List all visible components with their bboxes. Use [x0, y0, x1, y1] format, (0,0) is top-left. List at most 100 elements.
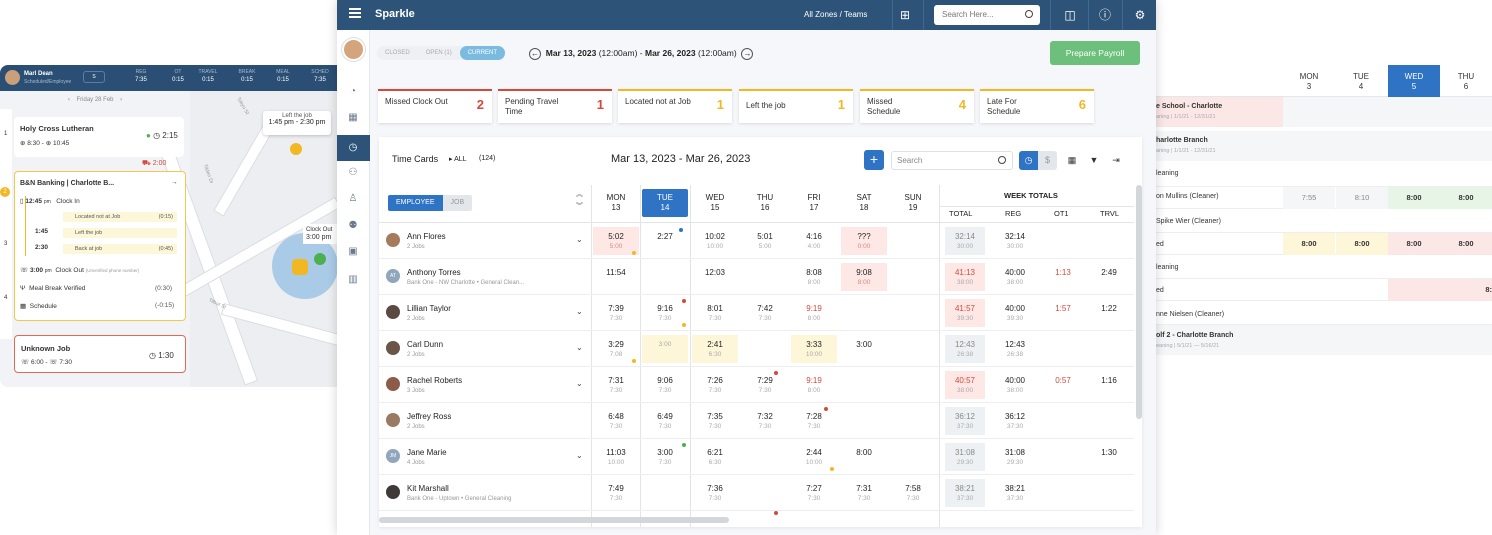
day-header-mon[interactable]: MON 13: [606, 193, 626, 212]
timecard-cell[interactable]: 7:39 7:30: [608, 304, 624, 322]
timecard-cell[interactable]: 7:26 7:30: [707, 376, 723, 394]
day-selector[interactable]: ‹ Friday 28 Feb ›: [0, 91, 190, 109]
timecard-cell[interactable]: 2:27: [657, 232, 673, 241]
calendar-icon[interactable]: ▦: [348, 112, 358, 123]
add-timecard-button[interactable]: +: [864, 150, 884, 170]
day-header-tue[interactable]: TUE 14: [642, 189, 688, 217]
timecard-cell[interactable]: 3:00: [642, 335, 688, 363]
timecard-cell[interactable]: 8:01 7:30: [707, 304, 723, 322]
timecard-cell[interactable]: [841, 407, 887, 435]
alert-tile[interactable]: Pending Travel Time 1: [498, 89, 612, 123]
timecard-cell[interactable]: [742, 479, 788, 507]
help-icon[interactable]: ⓘ: [1098, 8, 1111, 22]
vertical-scrollbar[interactable]: [1136, 185, 1142, 419]
clock-out-pin-icon[interactable]: [314, 253, 326, 265]
timecard-cell[interactable]: 12:03: [704, 268, 726, 277]
avatar[interactable]: [342, 38, 365, 61]
employee-row[interactable]: Jeffrey Ross 2 Jobs 6:48 7:30 6:49 7:30 7:35 7:…: [379, 403, 1134, 439]
timecard-cell[interactable]: 5:01 5:00: [757, 232, 773, 250]
day-header-today[interactable]: WED 5: [1388, 65, 1440, 97]
timecard-cell[interactable]: [642, 479, 688, 507]
schedule-row[interactable]: leaning: [1156, 165, 1492, 187]
employee-name[interactable]: Ann Flores: [407, 232, 446, 241]
timecard-cell[interactable]: 7:58 7:30: [905, 484, 921, 502]
employee-name[interactable]: Rachel Roberts: [407, 376, 463, 385]
timecard-cell[interactable]: 6:49 7:30: [657, 412, 673, 430]
timecard-cell[interactable]: 3:00 7:30: [657, 448, 673, 466]
user-icon[interactable]: ♙: [348, 193, 358, 204]
timecard-cell[interactable]: ??? 0:00: [841, 227, 887, 255]
day-header-sun[interactable]: SUN 19: [904, 193, 922, 212]
schedule-row[interactable]: on Mullins (Cleaner) 7:55 8:10 8:00 8:00: [1156, 187, 1492, 209]
timecard-cell[interactable]: 7:28 7:30: [806, 412, 822, 430]
timecard-cell[interactable]: 7:32 7:30: [757, 412, 773, 430]
alert-tile[interactable]: Left the job 1: [739, 89, 853, 123]
timecard-cell[interactable]: [890, 443, 936, 471]
timecard-cell[interactable]: 2:41 6:30: [692, 335, 738, 363]
timecard-cell[interactable]: 7:49 7:30: [608, 484, 624, 502]
timecard-cell[interactable]: 7:31 7:30: [608, 376, 624, 394]
day-header[interactable]: MON 3: [1299, 72, 1319, 91]
timecard-cell[interactable]: 4:16 4:00: [806, 232, 822, 250]
employee-name[interactable]: Kit Marshall: [407, 484, 449, 493]
users-icon[interactable]: ⚉: [348, 220, 358, 231]
timecard-cell[interactable]: 6:48 7:30: [608, 412, 624, 430]
building-pin-icon[interactable]: [292, 259, 308, 275]
timecard-cell[interactable]: 8:08 8:00: [806, 268, 822, 286]
timecard-cell[interactable]: [841, 299, 887, 327]
chevron-down-icon[interactable]: ⌄: [576, 307, 583, 316]
employee-name[interactable]: Lillian Taylor: [407, 304, 451, 313]
horizontal-scrollbar[interactable]: [379, 517, 729, 523]
toggle-employee[interactable]: EMPLOYEE: [388, 195, 443, 211]
add-icon[interactable]: ⊞: [899, 8, 911, 22]
schedule-row[interactable]: ed 8:00 8:00 8:00 8:00: [1156, 233, 1492, 255]
timecard-cell[interactable]: 7:31 7:30: [856, 484, 872, 502]
job-card[interactable]: Holy Cross Lutheran ⊕ 8:30 - ⊕ 10:45 ● ◷…: [14, 117, 184, 157]
employee-name[interactable]: Jeffrey Ross: [407, 412, 452, 421]
timecard-cell[interactable]: [841, 371, 887, 399]
timecard-cell[interactable]: 3:29 7:08: [608, 340, 624, 358]
view-toggle[interactable]: ◷ $: [1019, 151, 1057, 170]
clock-view-icon[interactable]: ◷: [1019, 151, 1038, 170]
timecard-cell[interactable]: 11:03 10:00: [606, 448, 626, 466]
timecard-cell[interactable]: 7:35 7:30: [707, 412, 723, 430]
chevron-down-icon[interactable]: ⌄: [576, 343, 583, 352]
timecard-cell[interactable]: 7:29 7:30: [757, 376, 773, 394]
timecard-cell[interactable]: 7:27 7:30: [806, 484, 822, 502]
prev-day-icon[interactable]: ‹: [67, 97, 77, 103]
timecard-cell[interactable]: [642, 263, 688, 291]
next-day-icon[interactable]: ›: [113, 97, 123, 103]
day-header[interactable]: TUE 4: [1353, 72, 1369, 91]
timecard-cell[interactable]: [890, 227, 936, 255]
schedule-row[interactable]: olf 2 - Charlotte Branch eaning | 5/1/21 …: [1156, 325, 1492, 355]
chevron-down-icon[interactable]: ⌄: [576, 451, 583, 460]
timecard-cell[interactable]: 7:42 7:30: [757, 304, 773, 322]
employee-row[interactable]: AT Anthony Torres Bank One - NW Charlotte …: [379, 259, 1134, 295]
timecard-cell[interactable]: [890, 299, 936, 327]
alert-tile[interactable]: Missed Schedule 4: [860, 89, 974, 123]
timecard-cell[interactable]: 10:02 10:00: [704, 232, 726, 250]
chevron-down-icon[interactable]: ⌄: [576, 379, 583, 388]
chevron-down-icon[interactable]: ⌄: [576, 235, 583, 244]
timecard-cell[interactable]: [890, 371, 936, 399]
day-header-wed[interactable]: WED 15: [705, 193, 725, 212]
period-open[interactable]: OPEN (1): [425, 50, 452, 56]
timecard-cell[interactable]: [742, 263, 788, 291]
toggle-job[interactable]: JOB: [442, 195, 473, 211]
filter-dropdown[interactable]: ▸ ALL: [449, 156, 467, 163]
employee-name[interactable]: Anthony Torres: [407, 268, 461, 277]
timecard-cell[interactable]: [890, 407, 936, 435]
timecard-cell[interactable]: 9:19 8:00: [806, 304, 822, 322]
period-current[interactable]: CURRENT: [459, 46, 506, 60]
timecard-cell[interactable]: 9:06 7:30: [657, 376, 673, 394]
day-header[interactable]: THU 6: [1457, 72, 1475, 91]
schedule-row[interactable]: harlotte Branch aning | 1/1/21 - 12/31/21: [1156, 131, 1492, 161]
calendar-icon[interactable]: ▦: [1067, 155, 1077, 165]
employee-row[interactable]: Ann Flores 2 Jobs ⌄ 5:02 5:00 2:27 10:02 10:00 5…: [379, 223, 1134, 259]
timecard-cell[interactable]: 9:19 8:00: [806, 376, 822, 394]
reports-icon[interactable]: ▥: [348, 274, 358, 285]
timecard-cell[interactable]: [742, 443, 788, 471]
search-input[interactable]: Search Here...: [934, 5, 1040, 25]
alert-tile[interactable]: Late For Schedule 6: [980, 89, 1094, 123]
employee-name[interactable]: Jane Marie: [407, 448, 447, 457]
